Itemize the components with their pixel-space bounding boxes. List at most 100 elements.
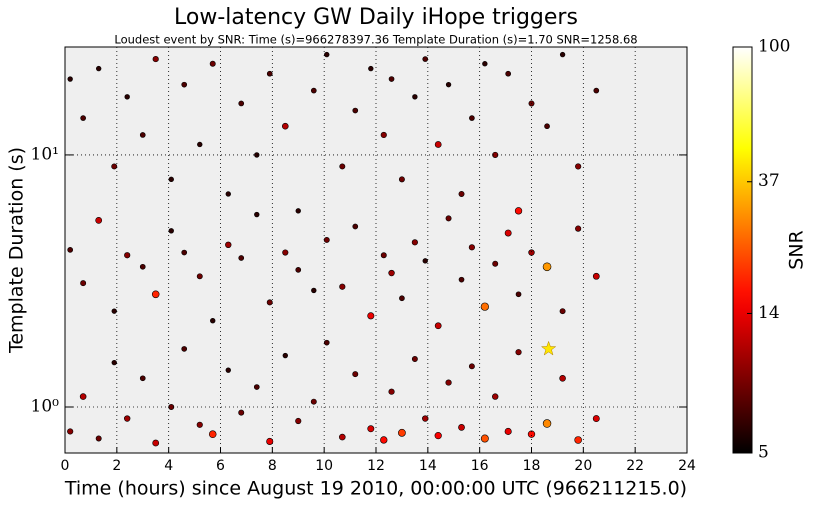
- colorbar-tick-label: 100: [758, 37, 790, 57]
- trigger-point: [411, 239, 418, 246]
- trigger-point: [295, 417, 302, 425]
- trigger-point: [492, 393, 499, 400]
- trigger-point: [238, 409, 245, 416]
- trigger-point: [398, 176, 405, 183]
- x-axis-label: Time (hours) since August 19 2010, 00:00…: [64, 478, 687, 500]
- trigger-point: [196, 273, 203, 280]
- trigger-point: [388, 269, 395, 277]
- trigger-point: [468, 244, 475, 251]
- trigger-point: [352, 371, 359, 378]
- trigger-point: [168, 228, 174, 234]
- trigger-point: [527, 430, 536, 438]
- trigger-point: [80, 280, 87, 287]
- trigger-point: [575, 225, 582, 232]
- x-tick-label: 6: [216, 458, 225, 474]
- trigger-point: [504, 229, 512, 237]
- trigger-point: [139, 375, 146, 382]
- x-tick-label: 18: [523, 458, 541, 474]
- trigger-point: [197, 141, 203, 148]
- trigger-point: [412, 94, 418, 100]
- x-tick-label: 20: [574, 458, 592, 474]
- trigger-point: [505, 70, 512, 77]
- trigger-point: [209, 60, 216, 67]
- trigger-point: [542, 419, 552, 428]
- x-tick-label: 2: [112, 458, 121, 474]
- trigger-point: [559, 308, 566, 315]
- trigger-point: [352, 223, 359, 230]
- trigger-point: [210, 318, 216, 324]
- trigger-point: [323, 339, 330, 346]
- trigger-point: [528, 249, 535, 256]
- trigger-point: [152, 439, 160, 447]
- trigger-point: [324, 51, 330, 58]
- trigger-point: [380, 252, 387, 259]
- x-tick-label: 16: [471, 458, 489, 474]
- trigger-point: [311, 287, 317, 294]
- trigger-point: [398, 428, 406, 437]
- trigger-point: [253, 384, 260, 390]
- colorbar-tick-label: 5: [758, 443, 769, 463]
- trigger-point: [339, 163, 346, 170]
- trigger-point: [469, 115, 475, 121]
- trigger-point: [208, 430, 217, 438]
- trigger-point: [111, 359, 117, 366]
- trigger-point: [434, 432, 442, 440]
- trigger-point: [181, 81, 188, 88]
- trigger-point: [323, 236, 330, 243]
- x-tick-label: 10: [315, 458, 333, 474]
- trigger-point: [339, 433, 346, 441]
- trigger-point: [399, 295, 405, 302]
- y-tick-label: 10⁰: [31, 397, 60, 417]
- colorbar-label: SNR: [786, 230, 808, 269]
- trigger-point: [445, 215, 452, 222]
- trigger-point: [422, 56, 429, 62]
- y-tick-label: 10¹: [31, 144, 59, 164]
- trigger-point: [151, 290, 160, 299]
- trigger-point: [67, 428, 74, 435]
- colorbar: [732, 46, 753, 454]
- trigger-point: [181, 346, 188, 352]
- colorbar-tick-label: 37: [758, 171, 780, 191]
- chart-title: Low-latency GW Daily iHope triggers: [174, 5, 578, 30]
- trigger-point: [254, 211, 260, 218]
- trigger-point: [514, 207, 523, 215]
- trigger-point: [225, 191, 231, 197]
- trigger-point: [592, 415, 600, 423]
- trigger-point: [124, 415, 131, 422]
- trigger-point: [124, 94, 130, 100]
- x-tick-label: 0: [61, 458, 70, 474]
- trigger-point: [367, 312, 375, 320]
- trigger-point: [482, 61, 488, 67]
- trigger-point: [339, 283, 346, 290]
- trigger-point: [592, 272, 600, 280]
- trigger-point: [111, 163, 118, 170]
- trigger-point: [492, 260, 499, 267]
- trigger-point: [139, 132, 146, 138]
- trigger-point: [380, 131, 387, 139]
- trigger-point: [238, 255, 245, 261]
- trigger-point: [225, 367, 231, 373]
- trigger-point: [593, 87, 600, 94]
- x-tick-label: 12: [367, 458, 385, 474]
- trigger-point: [574, 436, 582, 444]
- trigger-point: [434, 141, 442, 148]
- trigger-point: [181, 249, 188, 256]
- trigger-point: [310, 87, 317, 94]
- trigger-point: [559, 374, 566, 382]
- trigger-point: [515, 291, 522, 298]
- loudest-event: [540, 340, 557, 356]
- trigger-point: [352, 107, 359, 114]
- trigger-point: [95, 217, 103, 224]
- trigger-point: [480, 434, 489, 443]
- x-tick-label: 8: [268, 458, 277, 474]
- x-tick-label: 14: [419, 458, 437, 474]
- x-tick-label: 22: [626, 458, 644, 474]
- trigger-point: [152, 55, 159, 63]
- y-axis-label: Template Duration (s): [6, 147, 28, 354]
- trigger-point: [295, 267, 302, 273]
- trigger-point: [411, 356, 418, 363]
- trigger-point: [111, 308, 117, 314]
- trigger-point: [458, 276, 465, 283]
- trigger-point: [544, 123, 550, 130]
